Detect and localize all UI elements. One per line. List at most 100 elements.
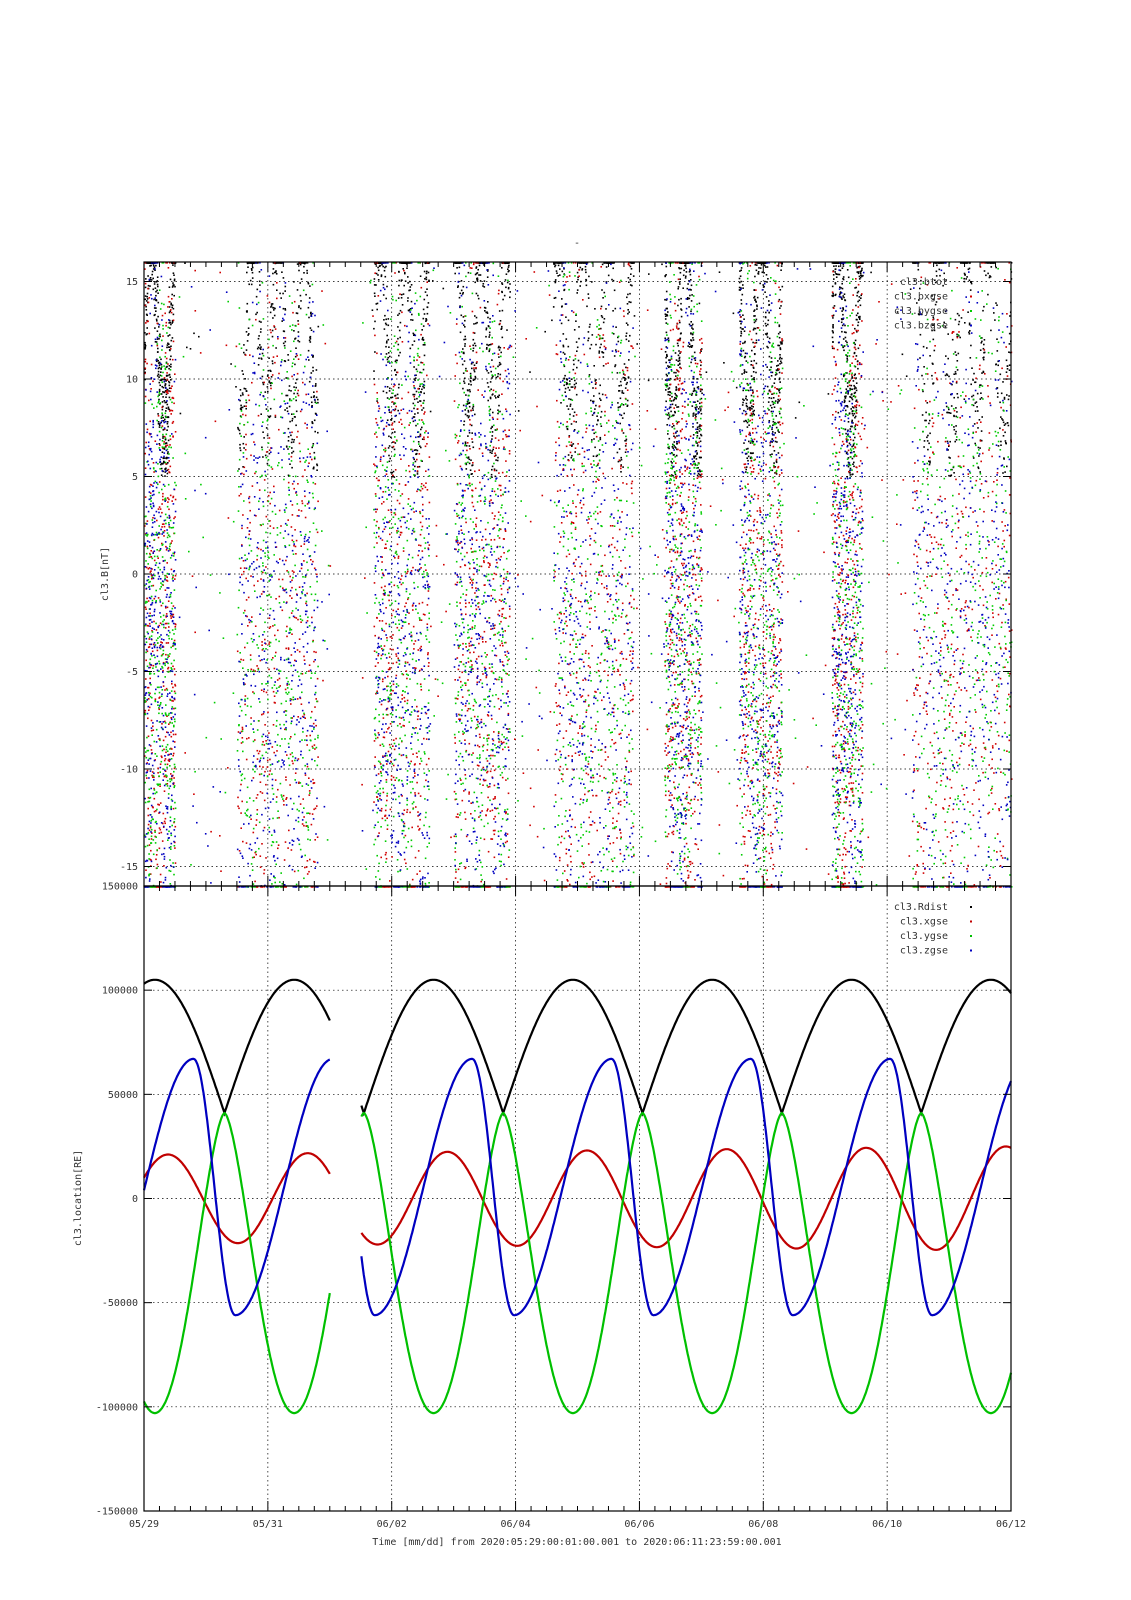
b-point bbox=[162, 812, 165, 815]
b-point bbox=[152, 263, 155, 265]
b-point bbox=[162, 378, 164, 381]
b-point bbox=[463, 360, 466, 362]
b-point bbox=[157, 772, 159, 774]
b-point bbox=[385, 345, 387, 348]
b-point bbox=[385, 857, 388, 860]
b-point bbox=[420, 391, 422, 394]
b-point bbox=[155, 307, 157, 309]
b-point bbox=[999, 373, 1002, 376]
b-point bbox=[157, 370, 160, 373]
b-point bbox=[270, 376, 273, 378]
b-point bbox=[415, 806, 417, 808]
b-point bbox=[842, 263, 845, 265]
b-point bbox=[381, 886, 384, 888]
b-point bbox=[955, 373, 957, 375]
b-point bbox=[949, 412, 952, 414]
b-point bbox=[740, 267, 743, 269]
b-point bbox=[474, 378, 476, 381]
b-point bbox=[155, 294, 157, 297]
b-point bbox=[413, 667, 416, 669]
b-point bbox=[417, 710, 420, 713]
b-point bbox=[171, 683, 173, 685]
b-point bbox=[304, 774, 307, 776]
b-point bbox=[161, 406, 163, 409]
b-point bbox=[468, 458, 471, 461]
b-point bbox=[500, 327, 503, 330]
b-point bbox=[765, 274, 768, 276]
b-point bbox=[230, 363, 232, 365]
b-point bbox=[242, 659, 245, 661]
b-point bbox=[757, 271, 760, 273]
b-point bbox=[262, 713, 265, 715]
b-point bbox=[164, 383, 167, 385]
b-point bbox=[381, 680, 384, 683]
b-point bbox=[250, 268, 253, 270]
b-point bbox=[400, 458, 402, 460]
b-point bbox=[271, 746, 274, 748]
b-point bbox=[257, 364, 260, 366]
b-point bbox=[854, 391, 857, 394]
b-point bbox=[1003, 396, 1006, 399]
b-point bbox=[286, 684, 288, 686]
b-point bbox=[832, 326, 834, 329]
b-point bbox=[564, 353, 566, 355]
b-point bbox=[382, 428, 385, 431]
b-point bbox=[258, 773, 261, 776]
b-point bbox=[301, 715, 304, 718]
b-point bbox=[147, 275, 149, 277]
b-point bbox=[241, 472, 243, 475]
b-point bbox=[151, 568, 153, 570]
b-point bbox=[238, 494, 241, 497]
b-point bbox=[280, 297, 282, 299]
b-point bbox=[931, 374, 933, 377]
b-point bbox=[563, 365, 566, 368]
b-point bbox=[741, 373, 743, 375]
b-point bbox=[261, 649, 264, 651]
b-point bbox=[172, 264, 174, 266]
b-point bbox=[423, 354, 426, 357]
b-point bbox=[482, 641, 484, 643]
b-point bbox=[749, 387, 752, 389]
b-point bbox=[679, 366, 681, 369]
b-point bbox=[374, 464, 376, 467]
b-point bbox=[160, 358, 162, 361]
b-point bbox=[295, 378, 298, 381]
b-point bbox=[695, 458, 698, 460]
b-point bbox=[148, 844, 151, 846]
b-point bbox=[147, 625, 150, 627]
b-point bbox=[584, 268, 587, 271]
b-point bbox=[423, 298, 426, 301]
b-point bbox=[161, 723, 163, 725]
b-point bbox=[144, 343, 146, 346]
b-point bbox=[614, 364, 617, 366]
b-point bbox=[923, 440, 926, 442]
b-point bbox=[1004, 440, 1007, 442]
b-point bbox=[745, 412, 748, 415]
b-point bbox=[401, 341, 404, 343]
b-point bbox=[845, 331, 847, 334]
b-point bbox=[921, 374, 923, 377]
b-point bbox=[299, 262, 301, 264]
b-point bbox=[317, 398, 319, 401]
b-point bbox=[264, 454, 267, 457]
b-point bbox=[466, 414, 469, 417]
b-point bbox=[303, 655, 305, 658]
b-point bbox=[384, 447, 387, 450]
b-point bbox=[267, 494, 270, 497]
b-point bbox=[460, 289, 463, 292]
b-point bbox=[491, 435, 494, 437]
b-point bbox=[416, 470, 419, 472]
b-point bbox=[373, 383, 376, 386]
b-point bbox=[317, 431, 319, 434]
b-point bbox=[165, 374, 168, 377]
b-point bbox=[399, 321, 402, 324]
b-point bbox=[851, 425, 853, 428]
b-point bbox=[167, 497, 169, 499]
b-point bbox=[305, 735, 308, 737]
b-point bbox=[945, 373, 948, 375]
b-point bbox=[1006, 422, 1009, 424]
b-point bbox=[664, 313, 667, 315]
b-point bbox=[700, 412, 703, 415]
b-point bbox=[426, 281, 428, 283]
b-point bbox=[492, 411, 494, 414]
